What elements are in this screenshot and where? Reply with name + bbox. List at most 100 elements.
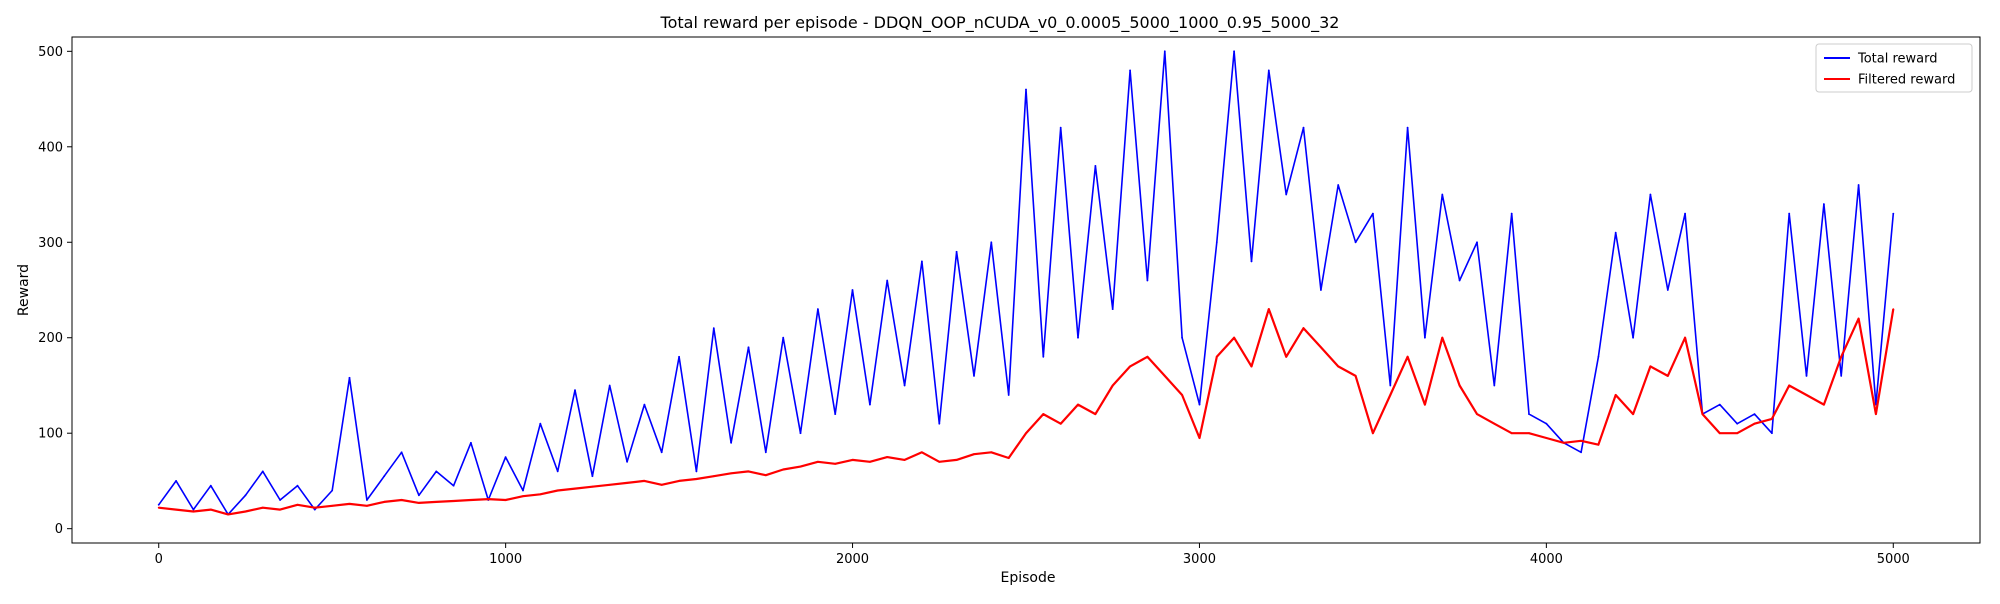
data-point-series-2 [539, 493, 542, 496]
data-point-series-2 [990, 451, 993, 454]
y-tick-label: 400 [38, 140, 63, 155]
data-point-series-1 [313, 508, 316, 511]
data-point-series-2 [1059, 422, 1062, 425]
data-point-series-1 [1666, 289, 1669, 291]
data-point-series-2 [626, 482, 628, 484]
data-point-series-2 [1111, 384, 1114, 387]
data-point-series-1 [1198, 403, 1201, 406]
data-point-series-2 [504, 499, 507, 501]
data-point-series-2 [1788, 384, 1791, 387]
data-point-series-2 [1510, 432, 1513, 435]
data-point-series-2 [1372, 432, 1374, 435]
data-point-series-2 [1875, 413, 1877, 415]
data-point-series-1 [1389, 384, 1392, 387]
data-point-series-1 [157, 503, 160, 506]
data-point-series-2 [1042, 413, 1045, 415]
data-point-series-2 [1528, 432, 1530, 435]
data-point-series-2 [782, 468, 785, 471]
data-point-series-2 [1441, 336, 1444, 339]
legend-label-2: Filtered reward [1858, 73, 1955, 88]
data-point-series-1 [1476, 241, 1478, 244]
data-point-series-2 [1250, 365, 1253, 368]
data-point-series-2 [1666, 375, 1669, 377]
y-tick-label: 300 [38, 236, 63, 251]
data-point-series-1 [834, 413, 837, 415]
data-point-series-2 [348, 503, 351, 505]
data-point-series-2 [1146, 355, 1149, 358]
data-point-series-1 [851, 289, 854, 291]
data-point-series-2 [799, 465, 802, 468]
data-point-series-2 [574, 487, 576, 490]
legend-label-1: Total reward [1857, 52, 1938, 67]
data-point-series-1 [678, 355, 680, 358]
chart-title: Total reward per episode - DDQN_OOP_nCUD… [660, 13, 1340, 33]
data-point-series-1 [1632, 336, 1634, 339]
data-point-series-2 [1718, 432, 1721, 435]
data-point-series-2 [157, 506, 160, 509]
data-point-series-1 [470, 441, 472, 444]
data-point-series-1 [1580, 451, 1582, 454]
data-point-series-1 [418, 494, 420, 497]
data-point-series-2 [1545, 437, 1548, 439]
data-point-series-2 [487, 498, 490, 500]
data-point-series-2 [383, 501, 386, 503]
data-point-series-1 [1424, 336, 1426, 339]
x-tick-label: 1000 [489, 552, 522, 567]
data-point-series-1 [1753, 413, 1756, 415]
data-point-series-2 [418, 502, 420, 504]
data-point-series-2 [522, 495, 524, 498]
data-point-series-1 [1354, 241, 1357, 244]
data-point-series-2 [296, 503, 299, 506]
data-point-series-1 [712, 327, 715, 330]
data-point-series-2 [1892, 308, 1895, 310]
data-point-series-2 [1267, 308, 1270, 310]
data-point-series-1 [366, 499, 368, 501]
data-point-series-2 [747, 470, 750, 473]
data-point-series-1 [1493, 384, 1496, 387]
data-point-series-1 [1718, 403, 1721, 406]
data-point-series-1 [955, 250, 958, 253]
data-point-series-2 [643, 480, 646, 482]
x-tick-label: 5000 [1877, 552, 1910, 567]
data-point-series-2 [1823, 403, 1825, 406]
data-point-series-1 [539, 422, 542, 425]
data-point-series-1 [1823, 203, 1825, 206]
data-point-series-1 [1441, 193, 1444, 196]
data-point-series-2 [660, 483, 663, 486]
data-point-series-1 [1510, 212, 1513, 215]
data-point-series-2 [955, 459, 958, 461]
data-point-series-1 [1857, 184, 1860, 186]
data-point-series-2 [331, 504, 334, 507]
data-point-series-1 [1111, 308, 1114, 310]
data-point-series-1 [1684, 212, 1686, 215]
data-point-series-2 [1701, 413, 1704, 415]
data-point-series-1 [1528, 413, 1530, 415]
data-point-series-1 [1267, 69, 1270, 72]
data-point-series-2 [678, 480, 680, 482]
data-point-series-1 [348, 376, 351, 379]
data-point-series-2 [851, 459, 854, 461]
data-point-series-2 [1181, 394, 1183, 396]
data-point-series-2 [1233, 336, 1235, 339]
data-point-series-1 [244, 494, 247, 497]
data-point-series-1 [973, 375, 975, 377]
axes-layer: 0 1000 2000 3000 4000 5000 0 100 200 300 400 500 [38, 36, 1981, 567]
data-point-series-2 [1632, 413, 1634, 415]
data-point-series-1 [504, 456, 507, 458]
data-point-series-1 [279, 499, 281, 501]
x-tick-label: 2000 [836, 552, 869, 567]
data-point-series-2 [1840, 355, 1843, 358]
y-tick-label: 500 [38, 45, 63, 60]
data-point-series-1 [608, 384, 611, 387]
data-point-series-2 [1857, 317, 1860, 320]
data-point-series-2 [261, 506, 264, 509]
data-point-series-2 [730, 472, 732, 475]
data-point-series-1 [574, 389, 576, 392]
y-tick-label: 0 [55, 522, 63, 537]
data-point-series-1 [1077, 336, 1079, 339]
data-point-series-1 [1840, 375, 1843, 377]
data-point-series-1 [1129, 69, 1131, 72]
data-point-series-1 [296, 484, 299, 487]
data-point-series-1 [817, 308, 819, 310]
